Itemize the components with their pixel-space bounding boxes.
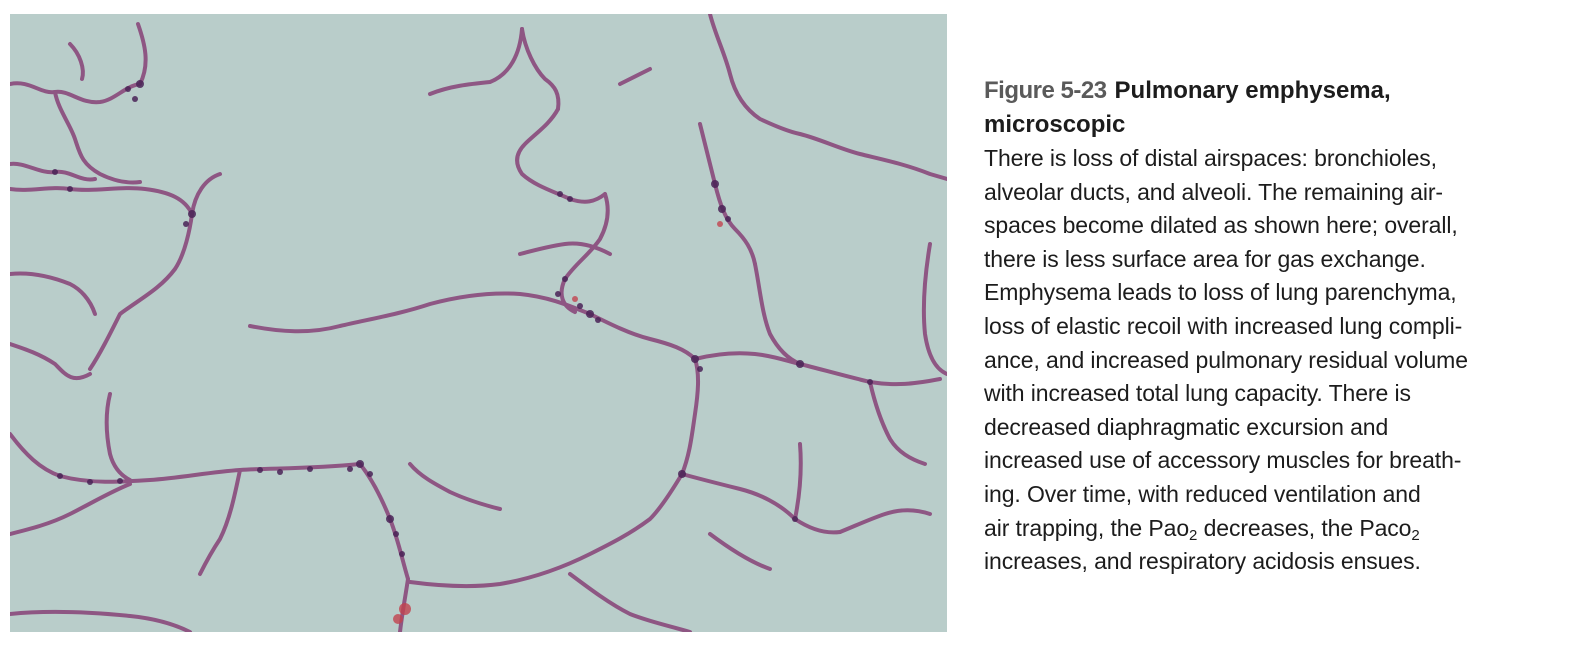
caption-line: there is less surface area for gas excha…: [984, 245, 1426, 272]
caption-text: air trapping, the Pao: [984, 514, 1190, 541]
caption-text: decreases, the Paco: [1197, 514, 1412, 541]
lung-tissue-illustration: [10, 14, 947, 632]
figure-caption: Figure 5-23 Pulmonary emphysema, microsco…: [984, 74, 1564, 579]
caption-line: Emphysema leads to loss of lung parenchy…: [984, 279, 1457, 306]
micrograph-image: [10, 14, 947, 632]
subscript-2: 2: [1411, 526, 1420, 544]
caption-line: decreased diaphragmatic excursion and: [984, 413, 1389, 440]
caption-line: alveolar ducts, and alveoli. The remaini…: [984, 178, 1443, 205]
caption-line: ance, and increased pulmonary residual v…: [984, 346, 1468, 373]
caption-line-gas: air trapping, the Pao2 decreases, the Pa…: [984, 512, 1564, 546]
caption-line: loss of elastic recoil with increased lu…: [984, 312, 1463, 339]
caption-line: spaces become dilated as shown here; ove…: [984, 212, 1458, 239]
caption-line: with increased total lung capacity. Ther…: [984, 380, 1411, 407]
caption-line: There is loss of distal airspaces: bronc…: [984, 145, 1437, 171]
figure-title-line2: microscopic: [984, 111, 1126, 138]
caption-line: increased use of accessory muscles for b…: [984, 447, 1462, 474]
figure-label: Figure 5-23: [984, 77, 1107, 104]
caption-line: increases, and respiratory acidosis ensu…: [984, 548, 1421, 575]
caption-line: ing. Over time, with reduced ventilation…: [984, 480, 1421, 507]
caption-heading: Figure 5-23 Pulmonary emphysema, microsco…: [984, 74, 1564, 142]
caption-body: There is loss of distal airspaces: bronc…: [984, 142, 1564, 579]
subscript-2: 2: [1189, 526, 1198, 544]
figure-title-line1: Pulmonary emphysema,: [1114, 77, 1391, 104]
